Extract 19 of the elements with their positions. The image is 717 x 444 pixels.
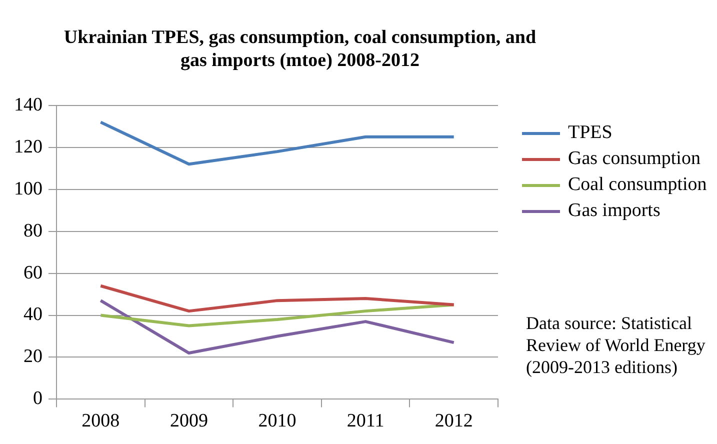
legend-label: Gas imports [568,200,660,222]
y-tick-label: 100 [14,178,42,200]
x-tick-label: 2009 [170,410,208,432]
x-tick-label: 2008 [82,410,120,432]
x-tick-label: 2012 [434,410,473,432]
y-tick-label: 80 [24,220,42,242]
x-tick-label: 2010 [258,410,296,432]
y-tick-label: 0 [33,388,42,410]
legend-label: TPES [568,122,612,144]
y-tick-label: 140 [14,94,42,116]
y-tick-label: 120 [14,136,42,158]
chart-title: Ukrainian TPES, gas consumption, coal consumption, and gas imports (mtoe) 2008-2012 [62,26,538,72]
legend-label: Gas consumption [568,148,700,170]
x-tick-label: 2011 [346,410,384,432]
y-tick-label: 60 [24,262,42,284]
legend-label: Coal consumption [568,174,707,196]
y-tick-label: 40 [24,304,42,326]
y-tick-label: 20 [24,346,42,368]
source-note: Data source: Statistical Review of World Energy (2009-2013 editions) [526,312,706,378]
